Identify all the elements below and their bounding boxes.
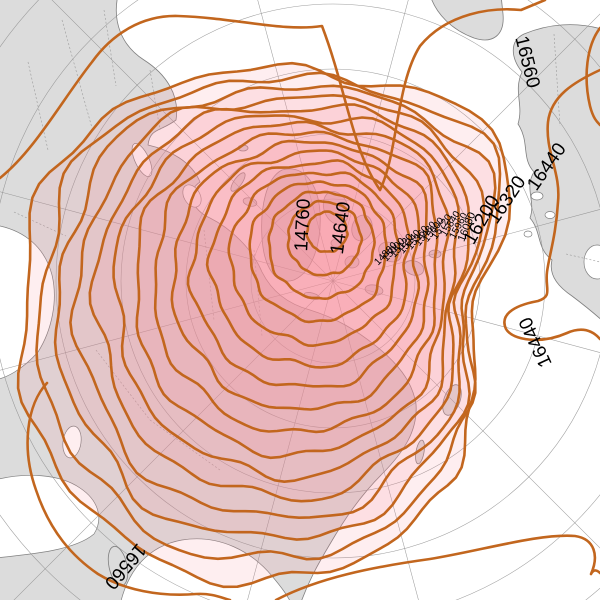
island-shape [230, 172, 246, 192]
sea-shape [583, 244, 600, 280]
meridian-line [332, 13, 600, 282]
island-shape [330, 238, 342, 248]
sea-shape [544, 211, 556, 219]
sea-shape [62, 425, 82, 459]
height-shading [89, 104, 469, 502]
country-border [95, 349, 151, 421]
contour-line [227, 171, 400, 347]
contour-line [248, 180, 388, 324]
sea-shape [530, 191, 544, 201]
contour-line [274, 534, 600, 600]
contour-line [0, 0, 547, 192]
contour-line [35, 71, 502, 561]
country-border [565, 253, 600, 263]
contour-line [53, 84, 497, 541]
contour-line [112, 114, 460, 483]
contour-label: 14760 [291, 198, 315, 252]
meridian-line [51, 0, 334, 282]
latitude-circle [55, 3, 600, 559]
meridian-line [0, 280, 334, 371]
contour-line [170, 139, 430, 411]
height-shading [207, 160, 410, 368]
latitude-circle [250, 198, 416, 364]
contour-line [267, 190, 376, 300]
latitude-circle [120, 68, 546, 494]
contour-line [88, 103, 471, 503]
country-border [13, 211, 67, 237]
contour-line [305, 210, 349, 253]
meridian-line [332, 280, 600, 549]
country-border [553, 33, 561, 127]
country-border [61, 19, 93, 129]
sea-shape [523, 230, 533, 238]
meridian-line [13, 280, 334, 600]
contour-line [153, 130, 439, 434]
meridian-line [332, 280, 419, 600]
meridian-line [0, 191, 334, 282]
contour-line [205, 159, 411, 369]
contour-line [286, 199, 364, 277]
contour-line [26, 381, 232, 600]
country-border [27, 61, 49, 151]
contour-line [585, 26, 600, 127]
contour-line [503, 68, 600, 342]
contour-line [69, 94, 486, 519]
country-border [103, 9, 117, 87]
contour-line [186, 149, 421, 388]
contour-line [16, 61, 512, 589]
